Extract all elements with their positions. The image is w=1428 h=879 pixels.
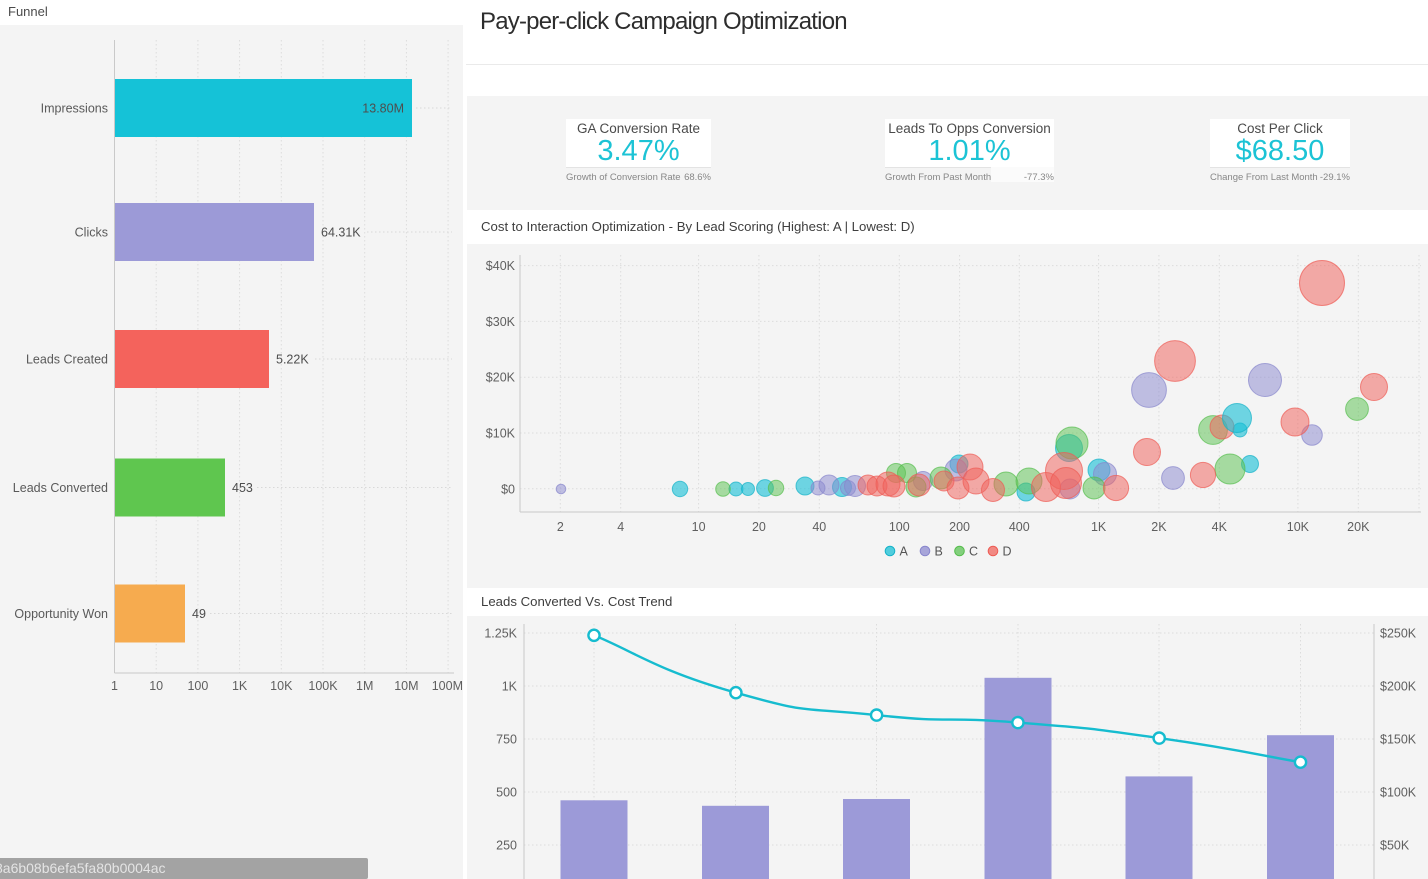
svg-text:100M: 100M xyxy=(432,679,463,693)
svg-text:$100K: $100K xyxy=(1380,786,1417,800)
svg-text:$0: $0 xyxy=(501,482,515,496)
svg-text:B: B xyxy=(935,545,943,559)
svg-text:4: 4 xyxy=(617,520,624,534)
svg-text:1M: 1M xyxy=(356,679,373,693)
svg-text:13.80M: 13.80M xyxy=(362,102,404,116)
svg-text:100: 100 xyxy=(889,520,910,534)
svg-text:1K: 1K xyxy=(1091,520,1107,534)
svg-text:5.22K: 5.22K xyxy=(276,353,309,367)
svg-text:Clicks: Clicks xyxy=(75,226,108,240)
svg-text:10: 10 xyxy=(692,520,706,534)
svg-text:200: 200 xyxy=(949,520,970,534)
svg-text:2K: 2K xyxy=(1151,520,1167,534)
svg-text:750: 750 xyxy=(496,733,517,747)
svg-text:C: C xyxy=(969,545,978,559)
svg-text:10K: 10K xyxy=(1287,520,1310,534)
svg-text:40: 40 xyxy=(812,520,826,534)
svg-text:$150K: $150K xyxy=(1380,733,1417,747)
svg-text:10K: 10K xyxy=(270,679,293,693)
svg-text:453: 453 xyxy=(232,481,253,495)
svg-text:1.25K: 1.25K xyxy=(484,627,517,641)
svg-text:$200K: $200K xyxy=(1380,680,1417,694)
svg-text:10M: 10M xyxy=(394,679,418,693)
svg-text:Leads Created: Leads Created xyxy=(26,353,108,367)
svg-text:$50K: $50K xyxy=(1380,839,1410,853)
svg-text:250: 250 xyxy=(496,839,517,853)
svg-text:$30K: $30K xyxy=(486,315,516,329)
svg-text:A: A xyxy=(900,545,909,559)
svg-text:1K: 1K xyxy=(502,680,518,694)
svg-text:100: 100 xyxy=(187,679,208,693)
svg-text:$20K: $20K xyxy=(486,371,516,385)
svg-text:100K: 100K xyxy=(308,679,338,693)
svg-text:49: 49 xyxy=(192,607,206,621)
svg-text:1K: 1K xyxy=(232,679,248,693)
svg-text:$250K: $250K xyxy=(1380,627,1417,641)
svg-text:$40K: $40K xyxy=(486,259,516,273)
svg-text:20K: 20K xyxy=(1347,520,1370,534)
svg-text:Leads Converted: Leads Converted xyxy=(13,481,108,495)
svg-text:D: D xyxy=(1003,545,1012,559)
svg-text:64.31K: 64.31K xyxy=(321,226,361,240)
svg-text:$10K: $10K xyxy=(486,427,516,441)
svg-text:4K: 4K xyxy=(1212,520,1228,534)
svg-text:Impressions: Impressions xyxy=(41,102,108,116)
svg-text:2: 2 xyxy=(557,520,564,534)
svg-text:400: 400 xyxy=(1009,520,1030,534)
svg-text:1: 1 xyxy=(111,679,118,693)
svg-text:500: 500 xyxy=(496,786,517,800)
svg-text:Opportunity Won: Opportunity Won xyxy=(14,607,108,621)
svg-text:10: 10 xyxy=(149,679,163,693)
svg-text:20: 20 xyxy=(752,520,766,534)
